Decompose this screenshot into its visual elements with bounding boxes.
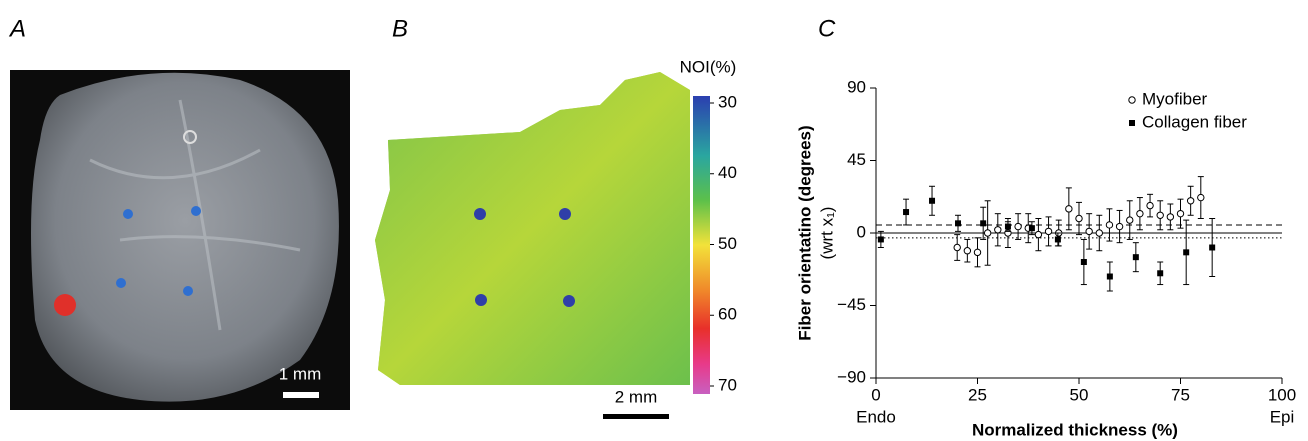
y-axis-label: Fiber orientatino (degrees)	[795, 125, 814, 340]
data-point	[1136, 209, 1144, 218]
legend-marker	[1128, 96, 1136, 104]
data-point	[1044, 227, 1053, 236]
y-axis-sublabel: (wrt x₁)	[817, 207, 836, 260]
data-point	[1075, 214, 1083, 223]
data-point	[955, 220, 962, 227]
panel-label: C	[818, 15, 836, 42]
marker-dot	[123, 209, 133, 219]
legend-marker	[1129, 120, 1135, 126]
data-point	[983, 229, 992, 237]
tissue-vessels	[89, 99, 301, 331]
marker-dot	[116, 278, 126, 288]
y-tick-label: 90	[847, 77, 866, 96]
data-point	[903, 209, 910, 216]
x-axis-label: Normalized thickness (%)	[972, 420, 1178, 439]
data-point	[1028, 225, 1035, 232]
marker-dot	[559, 208, 571, 220]
marker-dot	[191, 206, 201, 216]
data-point	[1105, 221, 1114, 229]
data-point	[1186, 197, 1195, 205]
scale-bar	[603, 414, 669, 419]
scale-bar-label: 2 mm	[615, 387, 658, 406]
marker-dot	[54, 294, 76, 316]
x-tick-label: 50	[1070, 385, 1089, 404]
data-point	[1065, 205, 1073, 213]
data-point	[1209, 244, 1216, 251]
scale-bar-label: 1 mm	[279, 364, 322, 383]
y-tick-label: 45	[847, 150, 866, 169]
x-tick-label: 25	[968, 385, 987, 404]
legend-label: Myofiber	[1142, 89, 1208, 108]
colorbar-tick-label: 40	[718, 163, 737, 182]
colorbar-tick-label: 60	[718, 305, 737, 324]
data-point	[1034, 230, 1043, 239]
data-point	[1132, 254, 1139, 261]
data-point	[1004, 223, 1011, 230]
data-point	[973, 248, 982, 257]
panel-c: C Fiber orientatino (degrees) (wrt x₁) N…	[795, 15, 1177, 439]
marker-dot	[475, 294, 487, 306]
data-point	[1176, 209, 1185, 218]
y-tick-label: 0	[857, 222, 866, 241]
data-point	[1183, 249, 1190, 256]
data-point	[980, 220, 987, 227]
fiber-direction-glyphs	[375, 72, 690, 385]
colorbar	[693, 96, 710, 394]
colorbar-tick-label: 50	[718, 234, 737, 253]
x-end-label: Epi	[1270, 407, 1295, 426]
x-tick-label: 75	[1171, 385, 1190, 404]
y-tick-label: −90	[837, 367, 866, 386]
data-point	[877, 236, 884, 243]
panel-label: A	[8, 15, 26, 42]
data-point	[1157, 270, 1164, 277]
data-point	[1166, 213, 1175, 221]
data-point	[929, 197, 936, 204]
colorbar-title: NOI(%)	[680, 57, 737, 76]
data-point	[994, 226, 1002, 234]
data-point	[1106, 273, 1113, 280]
colorbar-tick-label: 70	[718, 375, 737, 394]
data-point	[1197, 193, 1205, 202]
data-point	[1146, 201, 1154, 210]
data-point	[1095, 229, 1104, 237]
panel-label: B	[392, 15, 408, 42]
data-point	[1115, 222, 1124, 231]
x-tick-label: 0	[871, 385, 880, 404]
marker-dot	[183, 286, 193, 296]
marker-dot	[563, 295, 575, 307]
data-point	[1085, 227, 1093, 236]
data-point	[963, 247, 972, 255]
y-tick-label: −45	[837, 295, 866, 314]
legend-label: Collagen fiber	[1142, 112, 1247, 131]
data-point	[1054, 236, 1061, 243]
marker-dot	[474, 208, 486, 220]
panel-a: A 1 mm	[8, 15, 350, 410]
data-point	[953, 243, 961, 252]
colorbar-tick-label: 30	[718, 92, 737, 111]
data-point	[1014, 222, 1022, 231]
data-point	[1080, 259, 1087, 265]
panel-b: B 2 mm NOI(%)	[375, 15, 736, 419]
data-point	[1126, 216, 1134, 224]
data-point	[1156, 211, 1164, 219]
x-end-label: Endo	[856, 407, 896, 426]
photo-feature	[183, 130, 197, 144]
scale-bar	[283, 392, 319, 398]
x-tick-label: 100	[1268, 385, 1296, 404]
